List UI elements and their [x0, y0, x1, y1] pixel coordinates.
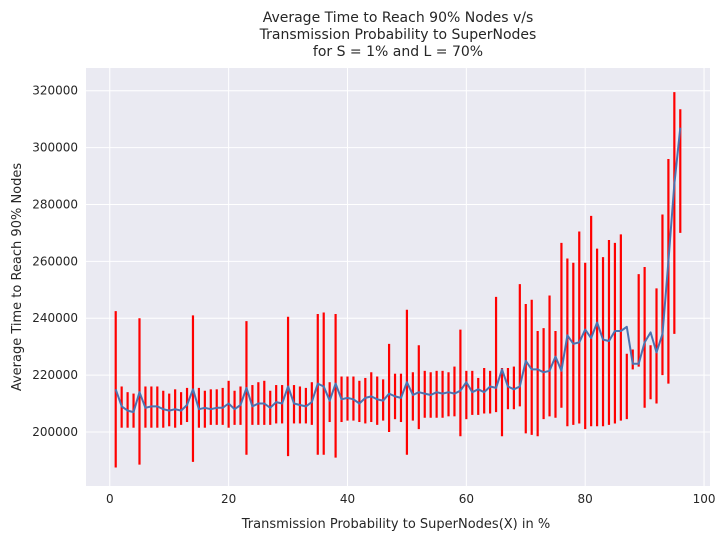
chart-title-line-2: Transmission Probability to SuperNodes — [259, 27, 537, 43]
x-tick-label: 60 — [459, 492, 474, 506]
x-tick-label: 80 — [578, 492, 593, 506]
x-axis-label: Transmission Probability to SuperNodes(X… — [241, 517, 550, 532]
y-tick-label: 240000 — [32, 311, 78, 325]
y-tick-label: 320000 — [32, 84, 78, 98]
x-tick-label: 40 — [340, 492, 355, 506]
series-line — [114, 127, 682, 414]
chart-title-line-3: for S = 1% and L = 70% — [313, 44, 483, 60]
plot-area — [86, 68, 710, 486]
y-tick-label: 260000 — [32, 254, 78, 268]
y-axis-label: Average Time to Reach 90% Nodes — [10, 163, 25, 392]
y-axis-ticks: 200000 220000 240000 260000 280000 300000 3200… — [32, 84, 78, 439]
y-tick-label: 220000 — [32, 368, 78, 382]
chart-title-line-1: Average Time to Reach 90% Nodes v/s — [263, 10, 534, 26]
x-tick-label: 0 — [106, 492, 114, 506]
x-axis-ticks: 0 20 40 60 80 100 — [106, 492, 716, 506]
series-lines — [114, 127, 682, 414]
x-tick-label: 20 — [221, 492, 236, 506]
y-tick-label: 200000 — [32, 425, 78, 439]
x-tick-label: 100 — [693, 492, 716, 506]
y-tick-label: 300000 — [32, 141, 78, 155]
y-tick-label: 280000 — [32, 197, 78, 211]
